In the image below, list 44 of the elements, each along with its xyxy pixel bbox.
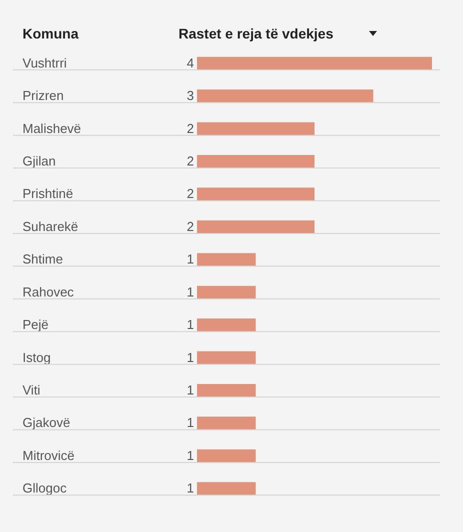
y-tick-label: Suharekë [22, 218, 78, 234]
y-tick-label: Rahovec [22, 284, 74, 300]
data-label: 1 [186, 284, 194, 300]
bar [197, 220, 314, 234]
data-label: 1 [186, 317, 194, 332]
data-label: 2 [186, 120, 194, 136]
data-label: 2 [186, 186, 194, 202]
y-tick-label: Prizren [22, 88, 64, 104]
data-label: 2 [186, 154, 194, 168]
data-label: 2 [186, 218, 194, 234]
y-tick-label: Shtime [22, 252, 63, 267]
bar [197, 286, 256, 299]
bar [197, 482, 256, 496]
bar [197, 122, 314, 136]
data-label: 1 [186, 252, 194, 267]
bar [197, 351, 256, 364]
bar [197, 384, 256, 398]
data-label: 1 [186, 382, 194, 398]
bar [197, 449, 256, 462]
y-tick-label: Gjilan [22, 154, 56, 168]
bar [197, 90, 374, 103]
data-label: 4 [186, 55, 194, 70]
y-tick-label: Vushtrri [22, 55, 67, 70]
data-label: 3 [186, 88, 194, 104]
y-tick-label: Gllogoc [22, 480, 68, 496]
x-axis-title: Rastet e reja të vdekjes [178, 26, 334, 42]
bar [197, 253, 256, 266]
data-label: 1 [186, 350, 194, 365]
bar [197, 416, 256, 430]
y-axis-title: Komuna [22, 26, 79, 42]
y-tick-label: Pejë [22, 317, 49, 332]
y-tick-label: Prishtinë [22, 186, 74, 202]
bar [197, 56, 432, 70]
data-label: 1 [186, 448, 194, 463]
y-tick-label: Mitrovicë [22, 448, 75, 463]
data-label: 1 [186, 480, 194, 496]
y-tick-label: Malishevë [22, 120, 82, 136]
bar [197, 188, 314, 201]
bar [197, 154, 314, 168]
y-tick-label: Gjakovë [22, 415, 70, 430]
y-tick-label: Viti [22, 382, 40, 398]
y-tick-label: Istog [22, 350, 51, 365]
bar [197, 318, 256, 332]
data-label: 1 [186, 415, 194, 430]
